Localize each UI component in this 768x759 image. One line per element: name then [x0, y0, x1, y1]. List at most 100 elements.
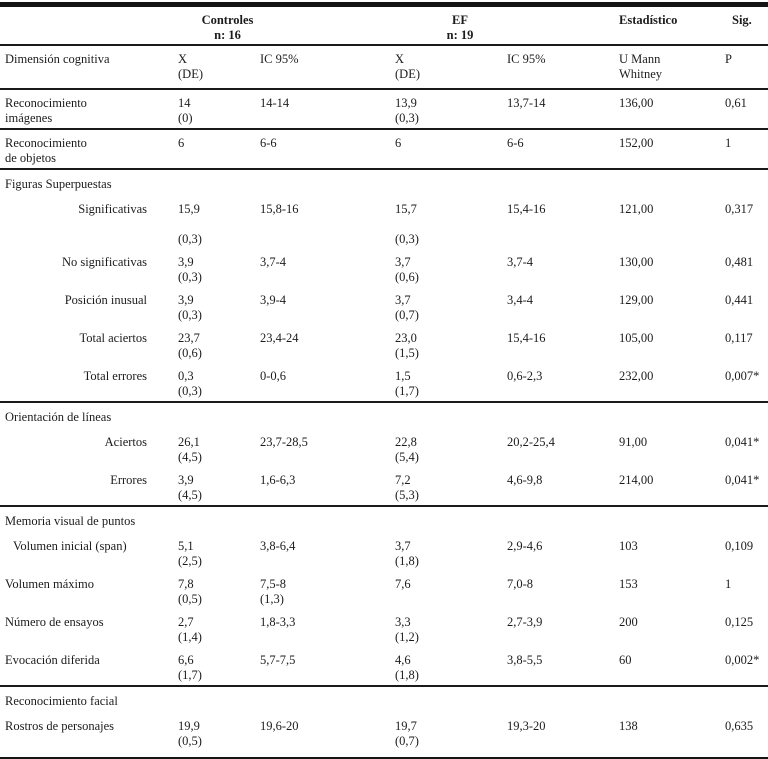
statistic-cell: 214,00 — [619, 473, 654, 487]
pvalue-cell: 0,61 — [725, 96, 747, 110]
pvalue-cell: 0,441 — [725, 293, 754, 307]
section-row: Memoria visual de puntos — [0, 507, 768, 533]
controles-ci-cell: 1,8-3,3 — [260, 615, 296, 629]
row-label: Total errores — [83, 369, 147, 383]
pvalue-cell: 0,125 — [725, 615, 754, 629]
table-body: Reconocimiento imágenes 14 (0) 14-14 13,9 (… — [0, 90, 768, 751]
statistic-cell: 138 — [619, 719, 638, 733]
controles-ci-cell: 14-14 — [260, 96, 290, 110]
table-row: Posición inusual 3,9 (0,3) 3,9-4 3,7 (0,7) 3… — [0, 287, 768, 325]
row-label: Posición inusual — [64, 293, 147, 307]
group-header-estadistico: Estadístico — [619, 13, 678, 27]
pvalue-cell: 0,041* — [725, 473, 760, 487]
controles-ci-cell: 0-0,6 — [260, 369, 287, 383]
pvalue-cell: 0,481 — [725, 255, 754, 269]
table-row: Volumen máximo 7,8 (0,5) 7,5-8 (1,3) 7,6 7,0… — [0, 571, 768, 609]
ef-mean-cell: 13,9 (0,3) — [395, 96, 419, 125]
row-label: Reconocimiento imágenes — [5, 96, 87, 125]
section-row: Orientación de líneas — [0, 403, 768, 429]
ef-mean-cell: 6 — [395, 136, 402, 150]
ef-mean-cell: 15,7 (0,3) — [395, 202, 419, 246]
group-header-controles: Controles n: 16 — [201, 13, 254, 42]
statistic-cell: 152,00 — [619, 136, 654, 150]
table-row: Rostros de personajes 19,9 (0,5) 19,6-20 19… — [0, 713, 768, 751]
ef-ci-cell: 15,4-16 — [507, 331, 546, 345]
table-row: Número de ensayos 2,7 (1,4) 1,8-3,3 3,3 (1,… — [0, 609, 768, 647]
controles-mean-cell: 7,8 (0,5) — [178, 577, 202, 606]
controles-ci-cell: 23,7-28,5 — [260, 435, 308, 449]
statistic-cell: 232,00 — [619, 369, 654, 383]
section-row: Figuras Superpuestas — [0, 170, 768, 196]
controles-ci-cell: 19,6-20 — [260, 719, 299, 733]
section-label: Reconocimiento facial — [5, 694, 118, 708]
controles-mean-cell: 2,7 (1,4) — [178, 615, 202, 644]
column-header-dimension: Dimensión cognitiva — [5, 52, 110, 66]
table-row: Reconocimiento de objetos 6 6-6 6 6-6 152,00 1 — [0, 130, 768, 170]
ef-ci-cell: 0,6-2,3 — [507, 369, 543, 383]
column-header-statistic: U Mann Whitney — [619, 52, 663, 81]
ef-ci-cell: 4,6-9,8 — [507, 473, 543, 487]
controles-mean-cell: 14 (0) — [178, 96, 193, 125]
ef-mean-cell: 3,7 (0,7) — [395, 293, 419, 322]
pvalue-cell: 1 — [725, 136, 732, 150]
ef-ci-cell: 7,0-8 — [507, 577, 534, 591]
group-header-sig: Sig. — [732, 13, 752, 27]
group-header-row: Controles n: 16 EF n: 19 Estadístico Sig… — [0, 7, 768, 46]
controles-ci-cell: 3,9-4 — [260, 293, 287, 307]
controles-ci-cell: 3,8-6,4 — [260, 539, 296, 553]
group-header-spacer — [0, 13, 173, 43]
ef-mean-cell: 7,2 (5,3) — [395, 473, 419, 502]
statistic-cell: 121,00 — [619, 202, 654, 216]
controles-mean-cell: 5,1 (2,5) — [178, 539, 202, 568]
section-row: Reconocimiento facial — [0, 687, 768, 713]
table-row: Significativas 15,9 (0,3) 15,8-16 15,7 (0,3… — [0, 196, 768, 249]
controles-mean-cell: 3,9 (4,5) — [178, 473, 202, 502]
row-label: Significativas — [78, 202, 147, 216]
row-label: Volumen inicial (span) — [13, 539, 127, 553]
ef-ci-cell: 19,3-20 — [507, 719, 546, 733]
statistic-cell: 136,00 — [619, 96, 654, 110]
ef-ci-cell: 6-6 — [507, 136, 524, 150]
statistic-cell: 105,00 — [619, 331, 654, 345]
controles-mean-cell: 26,1 (4,5) — [178, 435, 202, 464]
controles-ci-cell: 23,4-24 — [260, 331, 299, 345]
column-header-ef-mean: X (DE) — [395, 52, 420, 81]
table-row: No significativas 3,9 (0,3) 3,7-4 3,7 (0,6)… — [0, 249, 768, 287]
ef-ci-cell: 2,7-3,9 — [507, 615, 543, 629]
controles-ci-cell: 15,8-16 — [260, 202, 299, 216]
ef-ci-cell: 15,4-16 — [507, 202, 546, 216]
ef-mean-cell: 4,6 (1,8) — [395, 653, 419, 682]
pvalue-cell: 0,317 — [725, 202, 754, 216]
row-label: Volumen máximo — [5, 577, 95, 591]
row-label: Evocación diferida — [5, 653, 100, 667]
section-label: Figuras Superpuestas — [5, 177, 112, 191]
ef-ci-cell: 13,7-14 — [507, 96, 546, 110]
controles-ci-cell: 5,7-7,5 — [260, 653, 296, 667]
row-label: Total aciertos — [79, 331, 148, 345]
statistic-cell: 91,00 — [619, 435, 648, 449]
controles-ci-cell: 3,7-4 — [260, 255, 287, 269]
controles-mean-cell: 19,9 (0,5) — [178, 719, 202, 748]
table-row: Aciertos 26,1 (4,5) 23,7-28,5 22,8 (5,4) 20,… — [0, 429, 768, 467]
table-row: Errores 3,9 (4,5) 1,6-6,3 7,2 (5,3) 4,6-9,8 2… — [0, 467, 768, 507]
statistic-cell: 103 — [619, 539, 638, 553]
row-label: Rostros de personajes — [5, 719, 115, 733]
ef-ci-cell: 3,8-5,5 — [507, 653, 543, 667]
controles-ci-cell: 7,5-8 (1,3) — [260, 577, 287, 606]
column-header-row: Dimensión cognitiva X (DE) IC 95% X (DE)… — [0, 46, 768, 90]
controles-mean-cell: 3,9 (0,3) — [178, 255, 202, 284]
statistic-cell: 153 — [619, 577, 638, 591]
ef-mean-cell: 22,8 (5,4) — [395, 435, 419, 464]
ef-ci-cell: 20,2-25,4 — [507, 435, 555, 449]
ef-ci-cell: 3,7-4 — [507, 255, 534, 269]
table-row: Total aciertos 23,7 (0,6) 23,4-24 23,0 (1,5… — [0, 325, 768, 363]
ef-mean-cell: 7,6 — [395, 577, 411, 591]
row-label: Reconocimiento de objetos — [5, 136, 87, 165]
ef-ci-cell: 3,4-4 — [507, 293, 534, 307]
controles-mean-cell: 6 — [178, 136, 185, 150]
column-header-pvalue: P — [725, 52, 732, 66]
controles-mean-cell: 23,7 (0,6) — [178, 331, 202, 360]
pvalue-cell: 0,117 — [725, 331, 753, 345]
row-label: Número de ensayos — [5, 615, 104, 629]
